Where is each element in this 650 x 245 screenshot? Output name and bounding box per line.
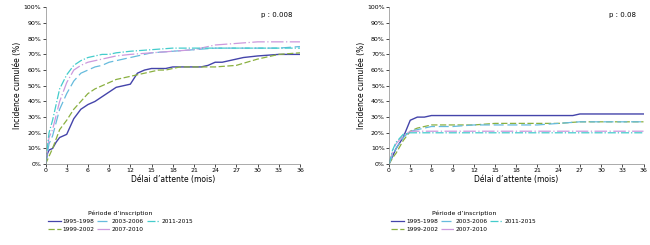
Y-axis label: Incidence cumulée (%): Incidence cumulée (%) [357,42,366,129]
X-axis label: Délai d’attente (mois): Délai d’attente (mois) [474,175,558,184]
Legend: 1995-1998, 1999-2002, 2003-2006, 2007-2010, 2011-2015: 1995-1998, 1999-2002, 2003-2006, 2007-20… [389,208,539,234]
Y-axis label: Incidence cumulée (%): Incidence cumulée (%) [13,42,22,129]
X-axis label: Délai d’attente (mois): Délai d’attente (mois) [131,175,215,184]
Text: p : 0.008: p : 0.008 [261,12,292,18]
Text: p : 0.08: p : 0.08 [609,12,636,18]
Legend: 1995-1998, 1999-2002, 2003-2006, 2007-2010, 2011-2015: 1995-1998, 1999-2002, 2003-2006, 2007-20… [46,208,196,234]
